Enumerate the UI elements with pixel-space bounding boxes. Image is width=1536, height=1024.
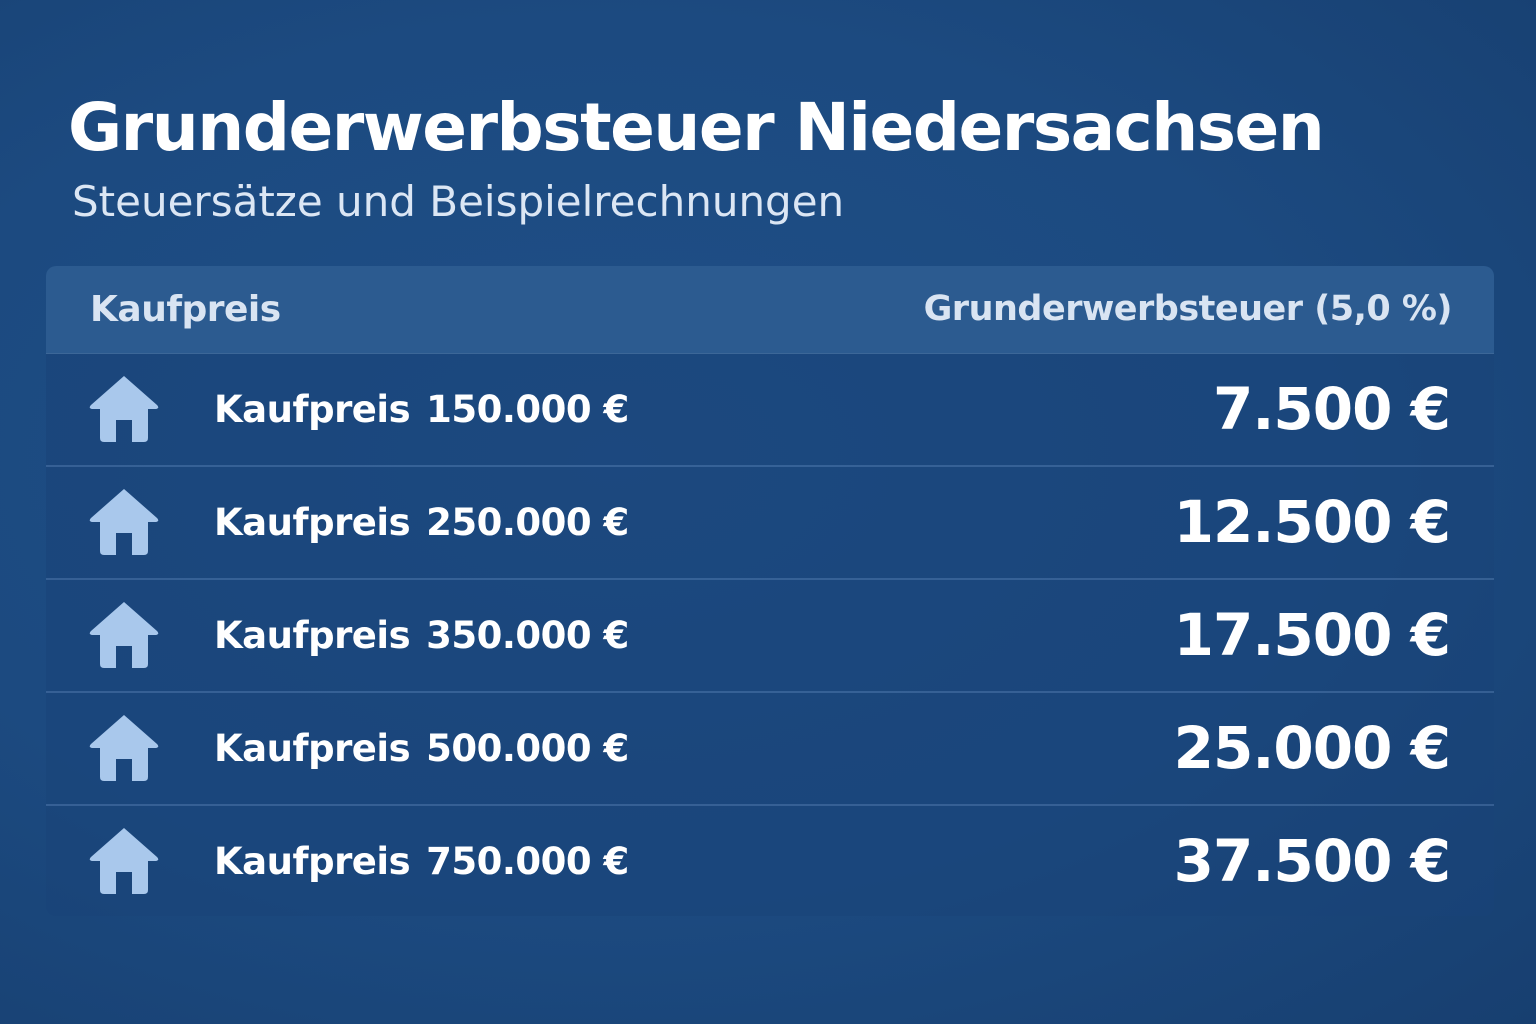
page-subtitle: Steuersätze und Beispielrechnungen <box>72 177 845 226</box>
tax-amount: 25.000 € <box>1173 714 1451 782</box>
table-row: Kaufpreis 250.000 € 12.500 € <box>46 467 1494 580</box>
purchase-price: 250.000 € <box>426 501 629 544</box>
tax-amount: 17.500 € <box>1173 601 1451 669</box>
tax-table: Kaufpreis Grunderwerbsteuer (5,0 %) Kauf… <box>46 266 1494 916</box>
house-icon <box>89 715 159 781</box>
table-row: Kaufpreis 150.000 € 7.500 € <box>46 354 1494 467</box>
header-land-transfer-tax: Grunderwerbsteuer (5,0 %) <box>923 289 1453 329</box>
purchase-price: 750.000 € <box>426 840 629 883</box>
row-label: Kaufpreis <box>214 840 411 883</box>
row-label: Kaufpreis <box>214 614 411 657</box>
tax-amount: 7.500 € <box>1212 375 1451 443</box>
house-icon <box>89 376 159 442</box>
table-row: Kaufpreis 350.000 € 17.500 € <box>46 580 1494 693</box>
header-purchase-price: Kaufpreis <box>90 289 281 330</box>
table-row: Kaufpreis 500.000 € 25.000 € <box>46 693 1494 806</box>
house-icon <box>89 828 159 894</box>
table-header: Kaufpreis Grunderwerbsteuer (5,0 %) <box>46 266 1494 354</box>
tax-amount: 12.500 € <box>1173 488 1451 556</box>
tax-amount: 37.500 € <box>1173 827 1451 895</box>
house-icon <box>89 489 159 555</box>
page-title: Grunderwerbsteuer Niedersachsen <box>68 89 1325 166</box>
table-row: Kaufpreis 750.000 € 37.500 € <box>46 806 1494 916</box>
purchase-price: 500.000 € <box>426 727 629 770</box>
house-icon <box>89 602 159 668</box>
purchase-price: 150.000 € <box>426 388 629 431</box>
row-label: Kaufpreis <box>214 388 411 431</box>
purchase-price: 350.000 € <box>426 614 629 657</box>
row-label: Kaufpreis <box>214 727 411 770</box>
row-label: Kaufpreis <box>214 501 411 544</box>
